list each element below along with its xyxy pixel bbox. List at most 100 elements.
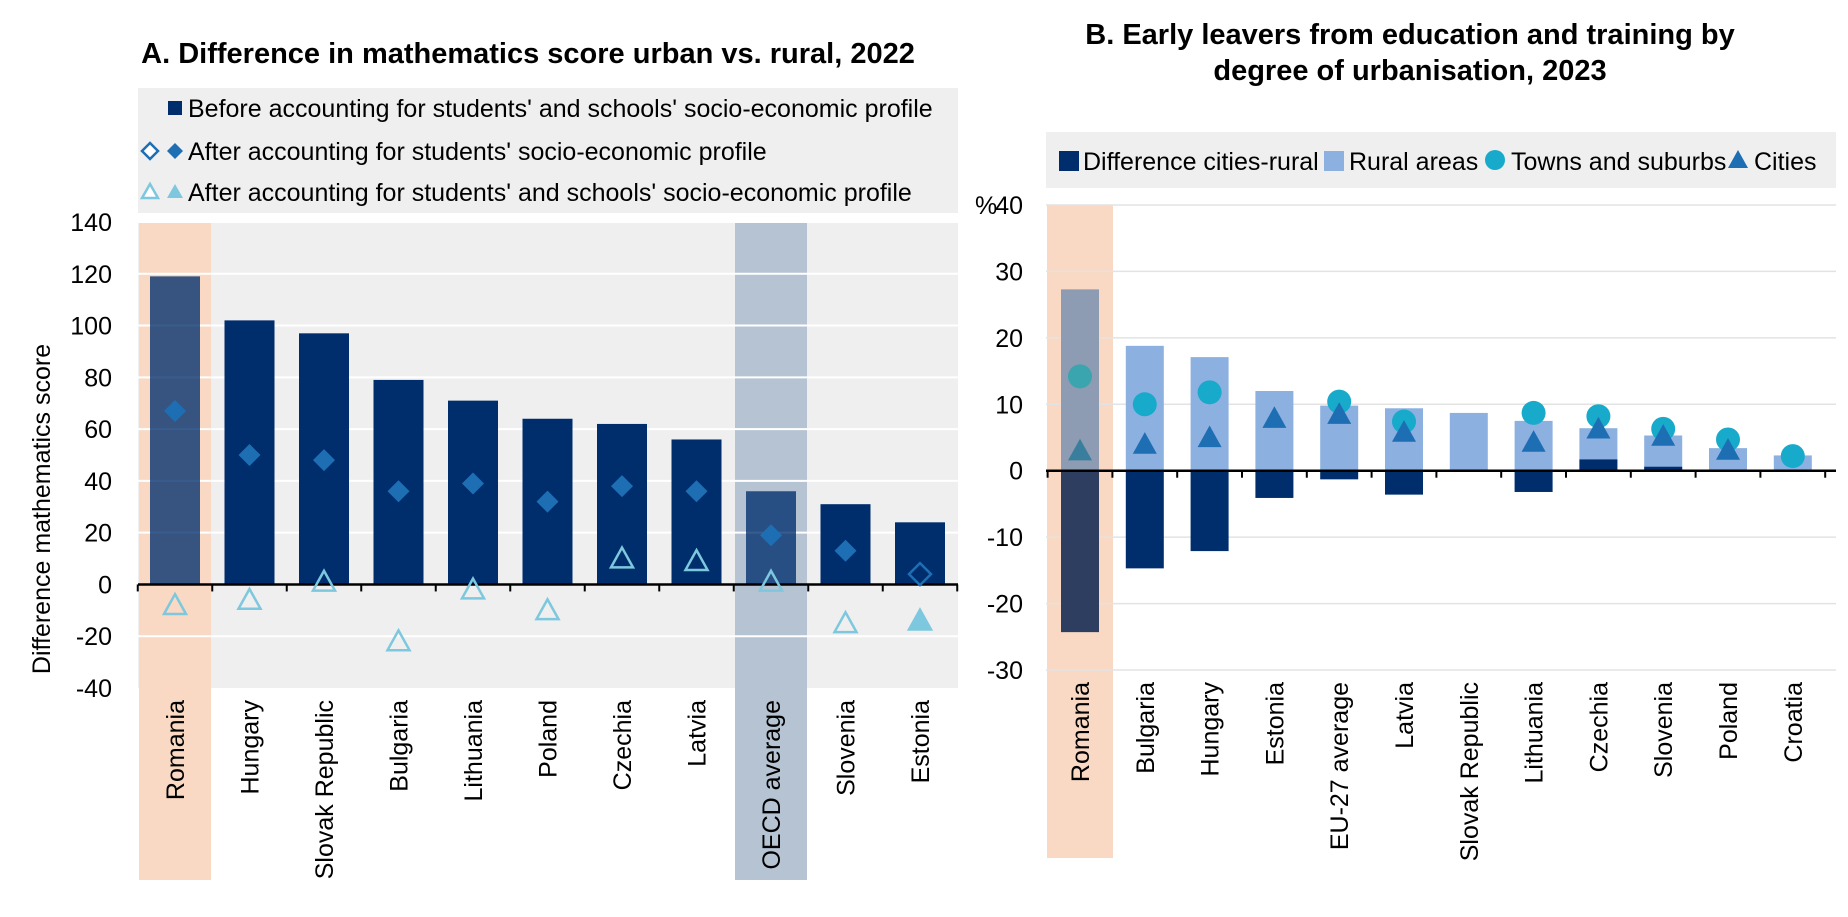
cities-point-latvia: [1392, 420, 1416, 442]
triangle-point-latvia: [683, 547, 710, 572]
triangle-point-slovenia: [832, 609, 859, 634]
legend-label-before: Before accounting for students' and scho…: [188, 95, 933, 123]
diamond-point-oecd-average: [760, 524, 782, 547]
category-label-latvia: Latvia: [1391, 682, 1419, 749]
y-tick-label: 100: [70, 313, 112, 341]
triangle-point-slovak-republic: [310, 568, 338, 592]
triangle-point-oecd-average: [757, 568, 785, 592]
category-label-czechia: Czechia: [609, 700, 637, 790]
panel-b-y-unit: %: [975, 192, 997, 220]
panel-a-legend-box: [138, 88, 958, 213]
legend-label-towns: Towns and suburbs: [1511, 148, 1726, 176]
difference-bar-estonia: [1255, 470, 1294, 498]
cities-point-lithuania: [1521, 430, 1546, 452]
legend-filled-triangle-icon: [167, 184, 183, 198]
panel-b-title-line-1: B. Early leavers from education and trai…: [1085, 19, 1734, 51]
category-label-hungary: Hungary: [237, 700, 265, 795]
panel-b-legend: Difference cities-rural Rural areas Town…: [1059, 148, 1817, 176]
category-label-romania: Romania: [1067, 682, 1095, 782]
difference-bar-lithuania: [1514, 470, 1553, 492]
cities-point-romania: [1068, 438, 1092, 461]
y-tick-label: 140: [70, 209, 112, 237]
diamond-point-poland: [536, 490, 559, 513]
panel-a-y-ticks: 140 120 100 80 60 40 20 0 -20 -40: [70, 209, 112, 703]
towns-point-croatia: [1780, 444, 1805, 469]
triangle-point-estonia: [906, 607, 934, 631]
legend-navy-square-icon: [1059, 151, 1079, 171]
diamond-point-latvia: [685, 480, 708, 503]
y-tick-label: 80: [84, 364, 112, 392]
towns-point-eu-27-average: [1327, 389, 1352, 414]
diamond-point-romania: [164, 399, 186, 422]
cities-point-hungary: [1197, 425, 1222, 448]
legend-triangle-icon: [1728, 150, 1748, 168]
panel-b-y-ticks: 40 30 20 10 0 -10 -20 -30: [987, 192, 1023, 685]
legend-label-after-students: After accounting for students' socio-eco…: [188, 138, 767, 166]
legend-label-difference: Difference cities-rural: [1083, 148, 1319, 176]
panel-a-plot: [136, 221, 959, 880]
diamond-point-estonia: [907, 561, 933, 587]
cities-point-eu-27-average: [1327, 402, 1352, 424]
cities-point-slovenia: [1651, 424, 1676, 446]
y-tick-label: 60: [84, 416, 112, 444]
category-label-estonia: Estonia: [1261, 682, 1289, 765]
legend-label-cities: Cities: [1754, 148, 1817, 176]
panel-b-legend-box: [1046, 132, 1836, 188]
legend-label-after-students-schools: After accounting for students' and schoo…: [188, 179, 912, 207]
category-label-poland: Poland: [535, 700, 563, 778]
category-label-slovak-republic: Slovak Republic: [1456, 682, 1484, 861]
category-label-poland: Poland: [1715, 682, 1743, 760]
diamond-point-slovenia: [834, 539, 857, 562]
towns-point-hungary: [1197, 380, 1222, 405]
panel-a-legend: Before accounting for students' and scho…: [139, 95, 933, 207]
legend-hollow-triangle-icon: [139, 181, 161, 200]
category-label-bulgaria: Bulgaria: [1132, 682, 1160, 774]
legend-label-rural: Rural areas: [1349, 148, 1478, 176]
y-tick-label: -30: [987, 657, 1023, 685]
legend-rural-square-icon: [1324, 151, 1344, 171]
triangle-point-bulgaria: [385, 627, 412, 652]
category-label-eu-27-average: EU-27 average: [1326, 682, 1354, 850]
triangle-point-lithuania: [459, 576, 487, 600]
category-label-oecd-average: OECD average: [758, 700, 786, 870]
category-label-czechia: Czechia: [1585, 682, 1613, 772]
diamond-point-slovak-republic: [313, 449, 335, 472]
difference-bar-latvia: [1385, 470, 1423, 495]
bar-romania: [150, 276, 200, 585]
y-tick-label: 40: [995, 192, 1023, 220]
cities-point-poland: [1716, 438, 1740, 460]
y-tick-label: 0: [98, 571, 112, 599]
towns-point-romania: [1068, 364, 1092, 389]
category-label-hungary: Hungary: [1197, 682, 1225, 777]
diamond-point-czechia: [611, 475, 633, 498]
y-tick-label: 20: [84, 520, 112, 548]
difference-bar-eu-27-average: [1320, 470, 1359, 480]
cities-point-czechia: [1586, 416, 1611, 439]
panel-a-category-labels: Romania Hungary Slovak Republic Bulgaria Lit…: [162, 700, 935, 880]
y-tick-label: 120: [70, 261, 112, 289]
bar-czechia: [597, 423, 647, 585]
panel-b-plot: [1046, 204, 1836, 858]
y-tick-label: -20: [76, 623, 112, 651]
category-label-lithuania: Lithuania: [460, 700, 488, 802]
category-label-estonia: Estonia: [907, 700, 935, 783]
category-label-croatia: Croatia: [1780, 682, 1808, 763]
diamond-point-bulgaria: [387, 480, 410, 503]
panel-b: B. Early leavers from education and trai…: [975, 19, 1836, 861]
category-label-slovenia: Slovenia: [1650, 682, 1678, 778]
category-label-latvia: Latvia: [684, 700, 712, 767]
triangle-point-poland: [534, 596, 561, 621]
panel-a-title: A. Difference in mathematics score urban…: [141, 38, 915, 70]
cities-point-estonia: [1262, 406, 1287, 428]
legend-circle-icon: [1485, 150, 1505, 170]
legend-hollow-diamond-icon: [140, 141, 160, 161]
towns-point-lithuania: [1521, 400, 1546, 425]
triangle-point-hungary: [236, 586, 263, 611]
difference-bar-romania: [1061, 470, 1099, 633]
y-tick-label: 10: [995, 391, 1023, 419]
triangle-point-czechia: [608, 544, 636, 569]
y-tick-label: -20: [987, 591, 1023, 619]
legend-square-icon: [168, 101, 182, 115]
legend-filled-diamond-icon: [167, 143, 183, 159]
